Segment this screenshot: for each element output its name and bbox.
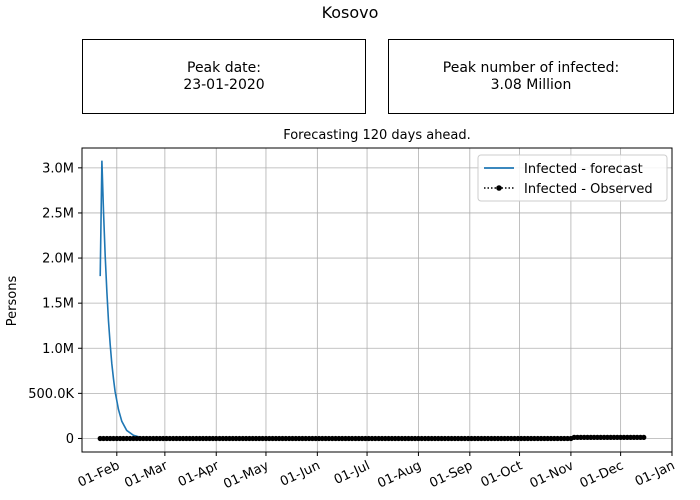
y-tick-label: 3.0M bbox=[42, 161, 74, 176]
axis-ticks: 01-Feb 01-Mar 01-Apr 01-May 01-Jun 01-Jul 01-A… bbox=[28, 161, 677, 492]
observed-series-markers bbox=[97, 434, 647, 442]
legend-forecast-label: Infected - forecast bbox=[524, 162, 643, 177]
legend-observed-marker bbox=[496, 185, 502, 191]
y-tick-label: 2.5M bbox=[42, 206, 74, 221]
series-layer bbox=[97, 160, 647, 442]
x-tick-label: 01-Apr bbox=[176, 458, 222, 490]
plot-frame bbox=[81, 147, 673, 453]
x-tick-label: 01-May bbox=[221, 458, 271, 492]
x-tick-label: 01-Mar bbox=[122, 458, 170, 491]
legend-box bbox=[477, 154, 668, 202]
x-tick-label: 01-Jan bbox=[633, 458, 677, 489]
x-tick-label: 01-Sep bbox=[427, 458, 475, 491]
forecast-series-line bbox=[99, 160, 644, 440]
chart-legend: Infected - forecast Infected - Observed bbox=[477, 154, 668, 202]
y-tick-label: 0 bbox=[66, 432, 74, 447]
peak-infected-box: Peak number of infected: 3.08 Million bbox=[388, 39, 674, 114]
x-tick-label: 01-Jul bbox=[332, 458, 372, 488]
peak-date-value: 23-01-2020 bbox=[183, 76, 265, 93]
chart-subtitle: Forecasting 120 days ahead. bbox=[283, 128, 471, 143]
x-tick-label: 01-Feb bbox=[76, 458, 122, 490]
peak-infected-label: Peak number of infected: bbox=[442, 59, 620, 76]
x-tick-label: 01-Aug bbox=[375, 458, 423, 491]
x-tick-label: 01-Nov bbox=[528, 458, 577, 491]
figure-title: Kosovo bbox=[321, 3, 379, 22]
peak-date-box: Peak date: 23-01-2020 bbox=[82, 39, 366, 114]
x-tick-label: 01-Dec bbox=[578, 458, 626, 491]
peak-infected-value: 3.08 Million bbox=[490, 76, 572, 93]
y-tick-label: 1.5M bbox=[42, 297, 74, 312]
observed-point bbox=[641, 434, 647, 440]
x-tick-label: 01-Oct bbox=[479, 458, 525, 490]
legend-observed-label: Infected - Observed bbox=[524, 182, 653, 197]
x-tick-label: 01-Jun bbox=[278, 458, 323, 489]
peak-date-label: Peak date: bbox=[187, 59, 261, 76]
y-tick-label: 500.0K bbox=[28, 387, 74, 402]
y-tick-label: 1.0M bbox=[42, 342, 74, 357]
y-axis-label: Persons bbox=[5, 276, 20, 327]
y-tick-label: 2.0M bbox=[42, 252, 74, 267]
